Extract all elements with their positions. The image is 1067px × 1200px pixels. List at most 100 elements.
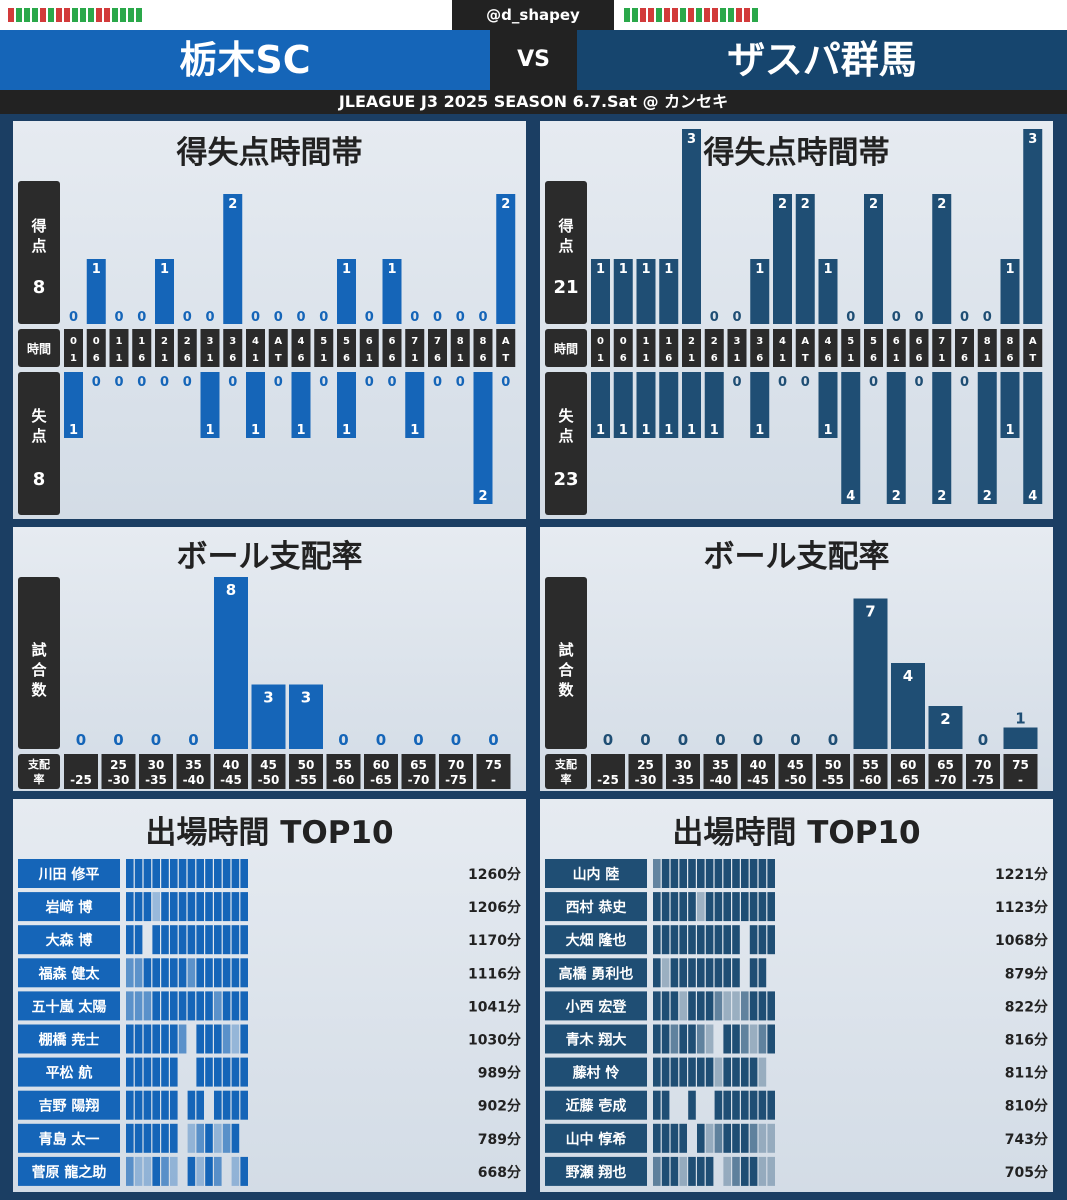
match-cell: [205, 1123, 213, 1153]
match-cell: [187, 958, 196, 988]
scored-value: 1: [641, 262, 650, 277]
time-tick-box: [864, 329, 883, 367]
time-tick-box: [200, 329, 220, 367]
conceded-value: 1: [410, 423, 419, 438]
possession-label: 支配: [27, 757, 50, 771]
team-left-name: 栃木SC: [0, 30, 490, 90]
match-cell: [187, 1156, 196, 1186]
conceded-bar: [246, 372, 265, 438]
scored-value: 0: [914, 310, 923, 325]
match-cell: [134, 1123, 143, 1153]
match-cell: [214, 892, 222, 922]
match-cell: [231, 1024, 240, 1054]
match-cell: [732, 958, 740, 988]
form-result-0: [624, 8, 630, 22]
scored-value: 0: [846, 310, 855, 325]
conceded-label-char: 失: [558, 407, 574, 425]
match-cell: [240, 1057, 248, 1087]
conceded-value: 1: [296, 423, 305, 438]
conceded-value: 0: [456, 375, 465, 390]
possession-label: 率: [561, 772, 572, 786]
match-cell: [758, 1057, 767, 1087]
match-cell: [723, 1156, 731, 1186]
time-tick-label: 6: [825, 353, 832, 364]
form-result-5: [664, 8, 670, 22]
player-name-box: [545, 925, 647, 955]
scored-value: 0: [69, 310, 78, 325]
form-result-11: [96, 8, 102, 22]
scored-value: 1: [92, 262, 101, 277]
match-cell: [152, 1024, 160, 1054]
match-cell: [178, 892, 187, 922]
match-cell: [161, 1090, 169, 1120]
time-tick-box: [659, 329, 679, 367]
recent-form-left: [8, 8, 142, 22]
match-cell: [214, 1156, 222, 1186]
match-cell: [705, 958, 714, 988]
match-cell: [170, 1057, 178, 1087]
player-name: 山中 惇希: [566, 1131, 627, 1148]
match-cell: [679, 1057, 687, 1087]
time-tick-label: 6: [184, 353, 191, 364]
conceded-value: 1: [619, 423, 628, 438]
scored-bar: [337, 259, 356, 324]
form-result-9: [696, 8, 702, 22]
time-tick-box: [773, 329, 792, 367]
time-tick-label: 2: [688, 336, 695, 347]
conceded-label-char: 点: [31, 427, 46, 445]
conceded-total: 8: [33, 469, 46, 490]
match-cell: [205, 991, 213, 1021]
scored-value: 0: [960, 310, 969, 325]
match-cell: [170, 925, 178, 955]
possession-value: 0: [338, 731, 348, 749]
possession-tick-label: 55: [862, 758, 879, 772]
match-cell: [196, 925, 204, 955]
match-cell: [240, 991, 248, 1021]
scored-value: 0: [114, 310, 123, 325]
time-tick-label: 4: [779, 336, 786, 347]
match-cell: [714, 892, 723, 922]
match-cell: [653, 1090, 661, 1120]
player-name-box: [18, 1156, 120, 1186]
conceded-value: 0: [319, 375, 328, 390]
matches-label-char: 合: [557, 661, 574, 679]
conceded-bar: [750, 372, 770, 438]
match-cell: [767, 859, 775, 888]
match-cell: [749, 1057, 758, 1087]
time-tick-label: 0: [620, 336, 627, 347]
match-cell: [170, 1123, 178, 1153]
possession-value: 0: [451, 731, 461, 749]
match-cell: [196, 991, 204, 1021]
time-tick-box: [591, 329, 610, 367]
match-cell: [205, 1057, 213, 1087]
scored-value: 0: [710, 310, 719, 325]
player-name-box: [545, 991, 647, 1021]
match-cell: [688, 892, 696, 922]
match-cell: [126, 1024, 134, 1054]
scored-value: 1: [664, 262, 673, 277]
match-cell: [732, 1123, 740, 1153]
conceded-bar: [337, 372, 356, 438]
conceded-value: 1: [710, 423, 719, 438]
scored-bar: [155, 259, 174, 324]
scored-value: 2: [501, 197, 510, 212]
form-result-12: [104, 8, 110, 22]
match-cell: [231, 1156, 240, 1186]
match-cell: [161, 1156, 169, 1186]
conceded-value: 1: [755, 423, 764, 438]
time-tick-label: 5: [847, 336, 854, 347]
time-tick-box: [682, 329, 701, 367]
match-cell: [170, 1156, 178, 1186]
player-minutes: 1221分: [995, 867, 1048, 883]
possession-tick-label: 75: [485, 758, 502, 772]
scored-value: 0: [183, 310, 192, 325]
match-cell: [767, 1123, 775, 1153]
possession-value: 0: [678, 731, 688, 749]
goals-title-right: 得失点時間帯: [703, 135, 890, 171]
player-minutes: 822分: [1005, 999, 1048, 1015]
match-cell: [205, 958, 213, 988]
match-cell: [152, 925, 160, 955]
form-result-12: [720, 8, 726, 22]
conceded-value: 1: [823, 423, 832, 438]
minutes-title-right: 出場時間 TOP10: [672, 815, 921, 851]
